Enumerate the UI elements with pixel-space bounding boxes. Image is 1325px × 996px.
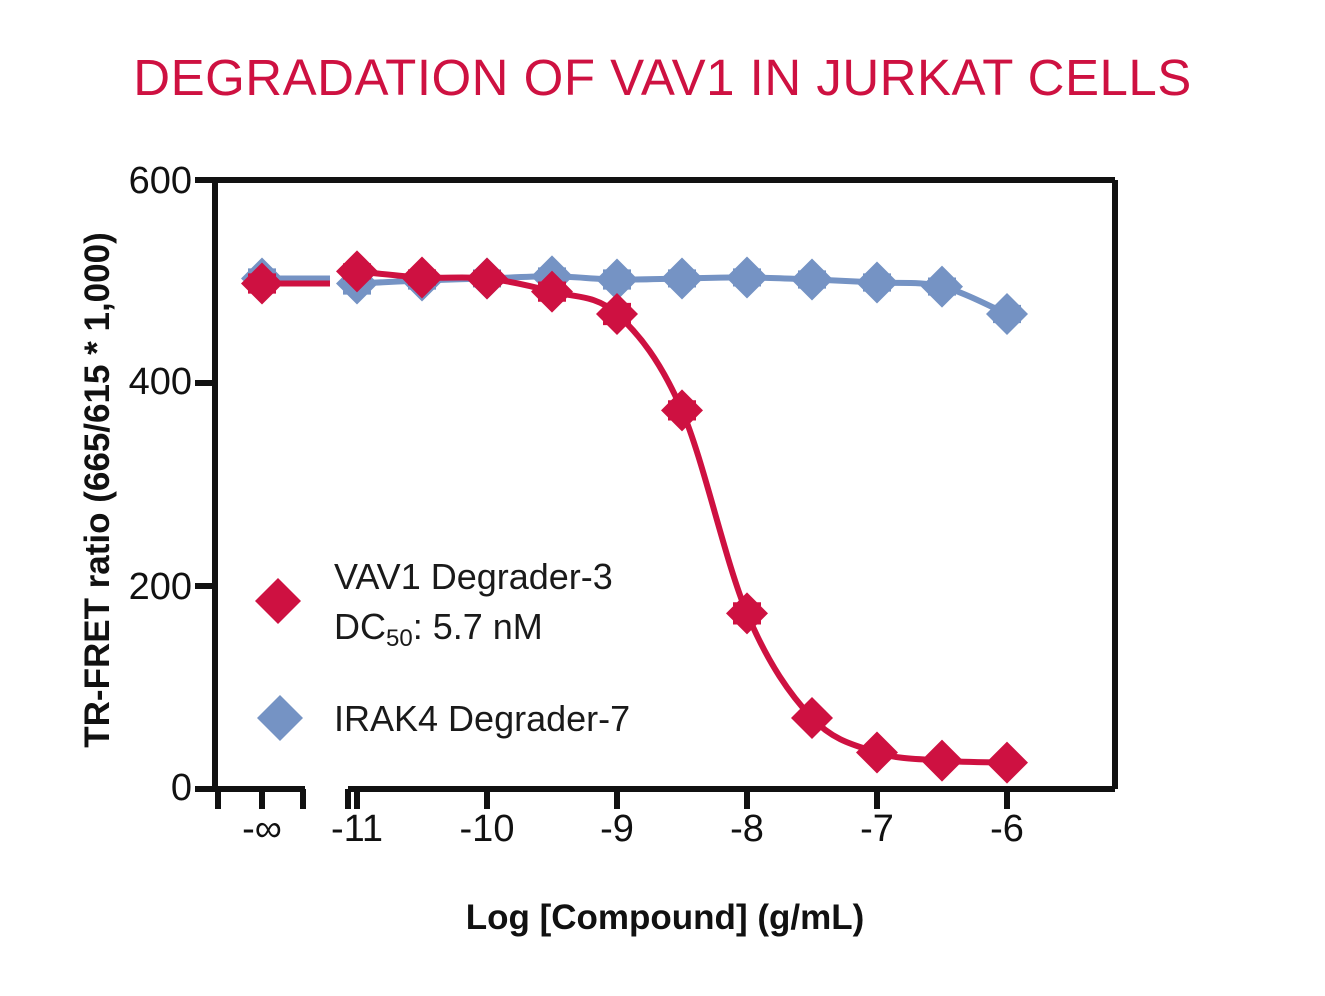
y-tick-label-200: 200 [128,566,192,608]
x-tick-label-6: -6 [990,808,1024,850]
y-tick-label-600: 600 [128,160,192,202]
legend-marker-layer [255,578,303,741]
data-point-marker[interactable] [596,292,638,335]
x-tick-label-8: -8 [730,808,764,850]
data-point-marker[interactable] [726,256,768,299]
y-tick-label-0: 0 [170,767,192,809]
y-tick-label-400: 400 [128,361,192,403]
data-point-marker[interactable] [856,261,898,304]
x-tick-label-7: -7 [860,808,894,850]
legend-label-irak4: IRAK4 Degrader-7 [334,698,631,739]
dc50-subscript: 50 [386,625,413,652]
data-point-marker[interactable] [661,257,703,300]
data-point-marker[interactable] [336,250,378,293]
legend-label-vav1-dc50: DC50: 5.7 nM [334,606,543,652]
x-tick-label-neg-inf: -∞ [242,808,282,850]
data-point-marker[interactable] [856,731,898,774]
x-tick-label-10: -10 [459,808,515,850]
x-tick-label-9: -9 [600,808,634,850]
data-point-marker[interactable] [531,270,573,313]
data-point-marker[interactable] [986,292,1028,335]
series-layer [241,250,1028,784]
data-point-marker[interactable] [921,739,963,782]
data-point-marker[interactable] [791,696,833,739]
data-point-marker[interactable] [661,389,703,432]
data-point-marker[interactable] [726,592,768,635]
series-1-curve [354,268,1010,766]
page-title: DEGRADATION OF VAV1 IN JURKAT CELLS [133,49,1192,106]
x-axis-title: Log [Compound] (g/mL) [465,898,865,937]
legend-marker-1 [255,578,301,624]
data-point-marker[interactable] [921,265,963,308]
x-tick-label-11: -11 [330,808,384,850]
data-point-marker[interactable] [986,741,1028,784]
data-point-marker[interactable] [466,257,508,300]
dc50-value: : 5.7 nM [412,606,543,647]
series-1 [241,250,1028,784]
data-point-marker[interactable] [596,258,638,301]
legend-marker-2 [257,695,303,741]
data-point-marker[interactable] [401,256,443,299]
axis-layer [195,177,1118,809]
data-point-marker[interactable] [241,262,283,305]
data-point-marker[interactable] [791,258,833,301]
dc50-prefix: DC [334,606,386,647]
legend-label-vav1: VAV1 Degrader-3 [334,556,613,597]
